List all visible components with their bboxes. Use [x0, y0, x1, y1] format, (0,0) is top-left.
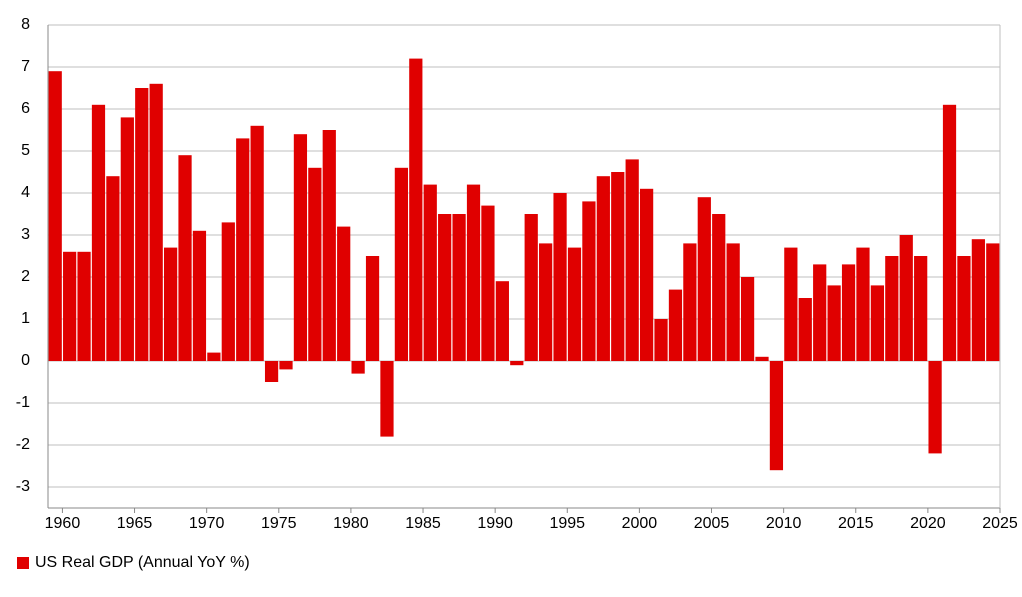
bar: [423, 184, 437, 361]
bar: [524, 214, 538, 361]
bar: [106, 176, 120, 361]
bar: [928, 361, 942, 454]
bar: [798, 298, 812, 361]
bar: [654, 319, 668, 361]
bar: [495, 281, 509, 361]
x-tick-label: 2015: [838, 515, 874, 532]
bar: [596, 176, 610, 361]
bar: [48, 71, 62, 361]
x-tick-label: 2000: [622, 515, 658, 532]
bar: [712, 214, 726, 361]
bar: [813, 264, 827, 361]
bar: [409, 58, 423, 361]
bar: [322, 130, 336, 361]
x-tick-label: 1995: [549, 515, 585, 532]
x-tick-label: 2010: [766, 515, 802, 532]
bar: [769, 361, 784, 471]
bar: [510, 361, 524, 366]
bar: [337, 226, 351, 361]
bar: [582, 201, 596, 361]
bar: [438, 214, 452, 361]
bar: [784, 247, 798, 361]
bar: [192, 230, 207, 361]
y-tick-label: 0: [21, 352, 30, 369]
bar: [394, 167, 409, 361]
x-tick-label: 1985: [405, 515, 441, 532]
y-tick-label: 1: [21, 310, 30, 327]
bar: [899, 235, 913, 361]
bar: [178, 155, 192, 361]
bar: [611, 172, 625, 361]
bar: [668, 289, 683, 361]
bar: [264, 361, 279, 382]
bar: [726, 243, 740, 361]
bar: [279, 361, 293, 370]
y-tick-label: 4: [21, 184, 30, 201]
x-tick-label: 1990: [477, 515, 513, 532]
y-tick-label: -2: [16, 436, 30, 453]
x-tick-label: 2025: [982, 515, 1018, 532]
bar: [149, 83, 163, 362]
bar: [914, 256, 928, 361]
bar: [986, 243, 1000, 361]
y-tick-label: 6: [21, 100, 30, 117]
bar: [63, 251, 77, 361]
y-tick-label: 8: [21, 16, 30, 33]
bar: [639, 188, 654, 361]
bar: [841, 264, 856, 361]
x-tick-label: 1975: [261, 515, 297, 532]
bar: [942, 104, 957, 362]
bar: [553, 193, 567, 361]
bar: [308, 167, 322, 361]
bar: [77, 251, 91, 361]
bar: [481, 205, 495, 361]
bar: [163, 247, 178, 361]
bar: [351, 361, 365, 374]
y-tick-label: 7: [21, 58, 30, 75]
bar: [740, 277, 755, 361]
x-tick-label: 1965: [117, 515, 153, 532]
bar: [466, 184, 481, 361]
bar: [539, 243, 553, 361]
bar: [971, 239, 985, 361]
x-tick-label: 1980: [333, 515, 369, 532]
bar: [250, 125, 264, 361]
bar: [755, 356, 769, 361]
x-tick-label: 1960: [45, 515, 81, 532]
y-tick-label: -3: [16, 478, 30, 495]
bar: [683, 243, 697, 361]
bar: [567, 247, 582, 361]
bar: [135, 88, 149, 361]
x-tick-label: 1970: [189, 515, 225, 532]
bar: [207, 352, 221, 361]
bar: [91, 104, 106, 362]
x-tick-label: 2020: [910, 515, 946, 532]
y-tick-label: -1: [16, 394, 30, 411]
bar: [293, 134, 308, 361]
legend-label: US Real GDP (Annual YoY %): [35, 554, 250, 571]
bar: [380, 361, 394, 437]
legend-swatch: [17, 557, 29, 569]
bar: [236, 138, 250, 361]
bar: [221, 222, 235, 361]
bar: [856, 247, 870, 361]
y-tick-label: 3: [21, 226, 30, 243]
bar: [957, 256, 971, 361]
bar: [870, 285, 885, 361]
bar: [625, 159, 639, 361]
x-tick-label: 2005: [694, 515, 730, 532]
bar: [452, 214, 466, 361]
bar: [365, 256, 380, 361]
y-tick-label: 5: [21, 142, 30, 159]
bar: [697, 197, 711, 361]
bar: [885, 256, 899, 361]
bar: [120, 117, 134, 362]
bar: [827, 285, 841, 361]
y-tick-label: 2: [21, 268, 30, 285]
